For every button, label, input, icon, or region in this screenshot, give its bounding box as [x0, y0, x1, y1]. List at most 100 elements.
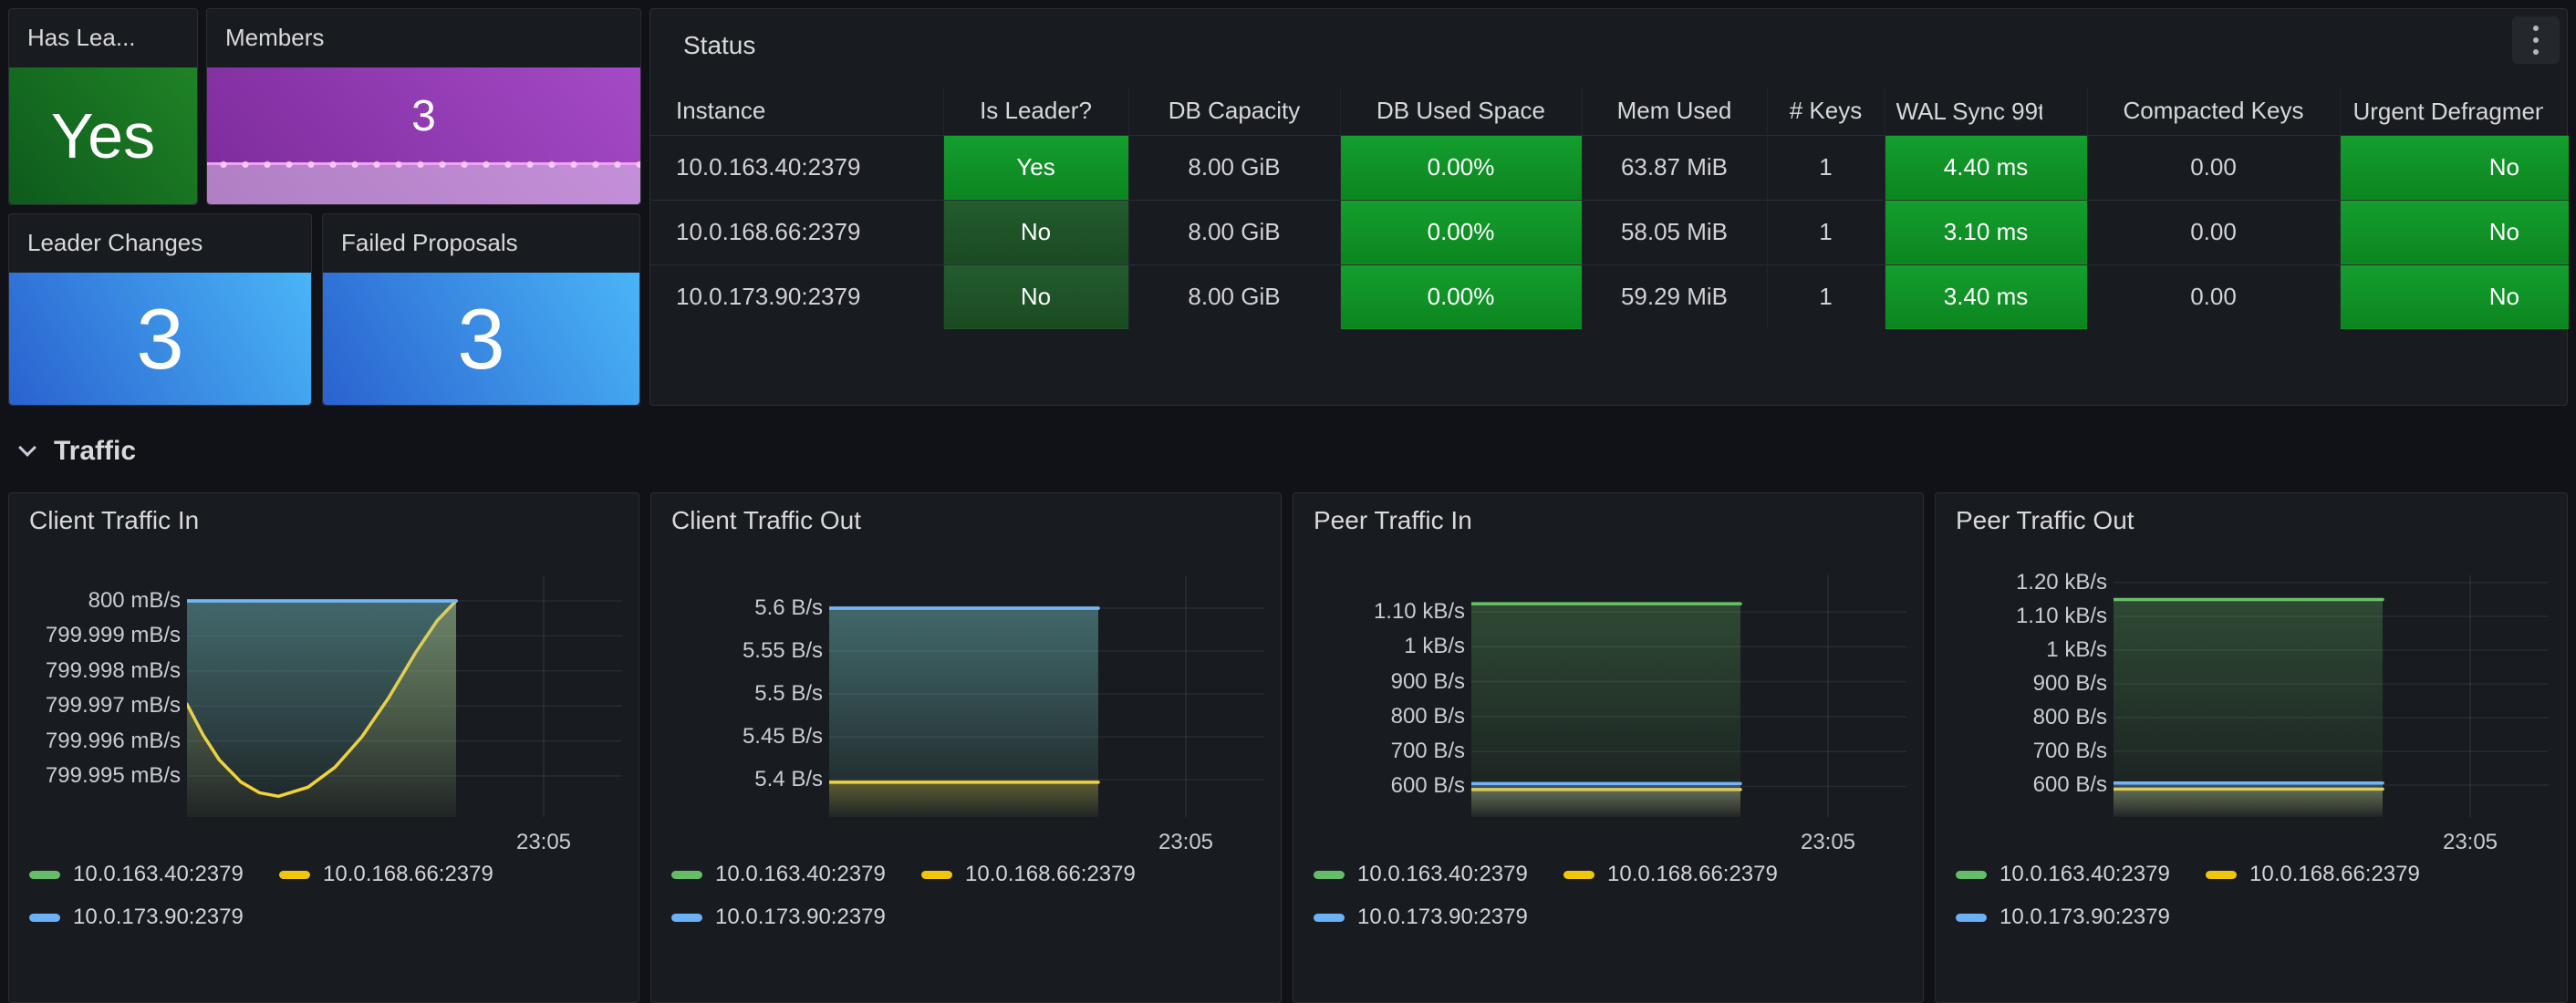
x-tick-label: 23:05 [2442, 830, 2498, 854]
table-cell: 63.87 MiB [1581, 135, 1767, 200]
stat-color-block: 3 [9, 273, 311, 405]
panel-client-traffic-in: Client Traffic In 800 mB/s 799.999 mB/s 79… [8, 492, 639, 1003]
stat-sparkline-points [207, 160, 640, 168]
panel-title[interactable]: Members [225, 24, 325, 51]
panel-status: Status Instance Is Leader? DB Capacity DB U… [649, 8, 2569, 406]
legend-series-label: 10.0.173.90:2379 [73, 905, 244, 929]
section-traffic[interactable]: Traffic [8, 415, 136, 488]
legend-series-label: 10.0.163.40:2379 [2000, 862, 2170, 886]
table-cell: 4.40 ms [1884, 135, 2087, 200]
legend-item[interactable]: 10.0.168.66:2379 [279, 861, 493, 888]
panel-title[interactable]: Client Traffic In [29, 506, 200, 534]
table-cell: No [942, 264, 1128, 329]
legend-series-label: 10.0.168.66:2379 [323, 862, 493, 886]
y-tick-label: 600 B/s [2032, 771, 2107, 797]
table-row: 10.0.163.40:2379 Yes 8.00 GiB 0.00% 63.87 Mi… [650, 135, 2569, 200]
legend-series-marker [2206, 870, 2237, 879]
legend-item[interactable]: 10.0.163.40:2379 [1956, 861, 2170, 888]
table-cell: No [942, 200, 1128, 264]
column-header[interactable]: Instance [676, 97, 766, 125]
y-tick-label: 900 B/s [2032, 670, 2107, 696]
legend-item[interactable]: 10.0.168.66:2379 [1563, 861, 1778, 888]
x-tick-label: 23:05 [515, 830, 572, 854]
table-cell: 59.29 MiB [1581, 264, 1767, 329]
table-cell: 58.05 MiB [1581, 200, 1767, 264]
column-header[interactable]: DB Used Space [1339, 88, 1582, 135]
table-row: 10.0.173.90:2379 No 8.00 GiB 0.00% 59.29 MiB… [650, 264, 2569, 329]
y-tick-label: 5.6 B/s [754, 595, 823, 620]
table-cell: 8.00 GiB [1127, 264, 1340, 329]
legend-series-label: 10.0.168.66:2379 [2249, 862, 2420, 886]
legend-series-label: 10.0.173.90:2379 [2000, 905, 2170, 929]
panel-has-leader: Has Lea... Yes [8, 8, 198, 205]
panel-members: Members 3 [206, 8, 641, 205]
table-cell: 8.00 GiB [1127, 135, 1340, 200]
panel-menu-kebab-icon[interactable] [2512, 16, 2560, 64]
y-tick-label: 900 B/s [1390, 668, 1465, 694]
chart-canvas [2114, 575, 2549, 817]
stat-value: 3 [411, 91, 436, 140]
legend-series-marker [1314, 870, 1345, 879]
legend-item[interactable]: 10.0.173.90:2379 [1314, 904, 1528, 931]
table-cell: 0.00 [2086, 200, 2340, 264]
table-cell: Yes [942, 135, 1128, 200]
table-cell: 0.00% [1339, 200, 1582, 264]
y-tick-label: 799.995 mB/s [45, 763, 181, 789]
y-tick-label: 1.20 kB/s [2015, 569, 2107, 595]
panel-client-traffic-out: Client Traffic Out 5.6 B/s 5.55 B/s 5.5 B/… [650, 492, 1282, 1003]
y-tick-label: 1.10 kB/s [1373, 598, 1465, 624]
legend-series-marker [921, 870, 952, 879]
legend-series-label: 10.0.168.66:2379 [965, 862, 1136, 886]
column-header[interactable]: Is Leader? [942, 88, 1128, 135]
panel-title[interactable]: Client Traffic Out [671, 506, 862, 534]
column-header[interactable]: Compacted Keys [2086, 88, 2340, 135]
legend-item[interactable]: 10.0.163.40:2379 [29, 861, 244, 888]
legend-series-marker [29, 870, 60, 879]
table-cell: 3.40 ms [1884, 264, 2087, 329]
panel-title[interactable]: Status [683, 31, 756, 59]
table-cell: 0.00% [1339, 264, 1582, 329]
column-header[interactable]: WAL Sync 99th [1884, 88, 2087, 135]
panel-title[interactable]: Peer Traffic Out [1956, 506, 2135, 534]
y-tick-label: 5.55 B/s [742, 638, 823, 663]
legend-series-marker [29, 913, 60, 922]
legend-item[interactable]: 10.0.163.40:2379 [1314, 861, 1528, 888]
legend-item[interactable]: 10.0.173.90:2379 [29, 904, 244, 931]
table-cell: 10.0.168.66:2379 [676, 218, 861, 245]
stat-value: 3 [136, 290, 184, 387]
y-tick-label: 799.997 mB/s [45, 693, 181, 719]
column-header[interactable]: DB Capacity [1127, 88, 1340, 135]
column-header[interactable]: Urgent Defragment [2339, 88, 2569, 135]
y-tick-label: 5.4 B/s [754, 767, 823, 791]
panel-failed-proposals: Failed Proposals 3 [322, 213, 640, 406]
table-cell: No [2339, 264, 2569, 329]
panel-leader-changes: Leader Changes 3 [8, 213, 312, 406]
stat-value: Yes [50, 100, 156, 171]
panel-title[interactable]: Leader Changes [27, 229, 203, 256]
y-tick-label: 799.998 mB/s [45, 657, 181, 683]
column-header[interactable]: Mem Used [1581, 88, 1767, 135]
legend-series-label: 10.0.173.90:2379 [1357, 905, 1528, 929]
stat-color-block: 3 [323, 273, 639, 405]
y-tick-label: 700 B/s [1390, 739, 1465, 764]
table-cell: 1 [1766, 264, 1885, 329]
panel-title[interactable]: Peer Traffic In [1314, 506, 1472, 534]
legend-series-label: 10.0.173.90:2379 [715, 905, 886, 929]
legend-item[interactable]: 10.0.173.90:2379 [1956, 904, 2170, 931]
legend-item[interactable]: 10.0.163.40:2379 [671, 861, 886, 888]
column-header[interactable]: # Keys [1766, 88, 1885, 135]
panel-title[interactable]: Has Lea... [27, 24, 136, 51]
chart-canvas [829, 575, 1264, 817]
legend-item[interactable]: 10.0.173.90:2379 [671, 904, 886, 931]
legend-series-label: 10.0.163.40:2379 [715, 862, 886, 886]
y-tick-label: 700 B/s [2032, 738, 2107, 763]
table-cell: No [2339, 200, 2569, 264]
legend-item[interactable]: 10.0.168.66:2379 [921, 861, 1136, 888]
status-table: Instance Is Leader? DB Capacity DB Used Spa… [650, 88, 2569, 329]
y-tick-label: 800 mB/s [88, 587, 181, 613]
panel-peer-traffic-in: Peer Traffic In 1.10 kB/s 1 kB/s 900 B/s 80… [1293, 492, 1924, 1003]
panel-title[interactable]: Failed Proposals [341, 229, 518, 256]
x-tick-label: 23:05 [1158, 830, 1214, 854]
legend-item[interactable]: 10.0.168.66:2379 [2206, 861, 2420, 888]
section-label: Traffic [54, 436, 137, 466]
